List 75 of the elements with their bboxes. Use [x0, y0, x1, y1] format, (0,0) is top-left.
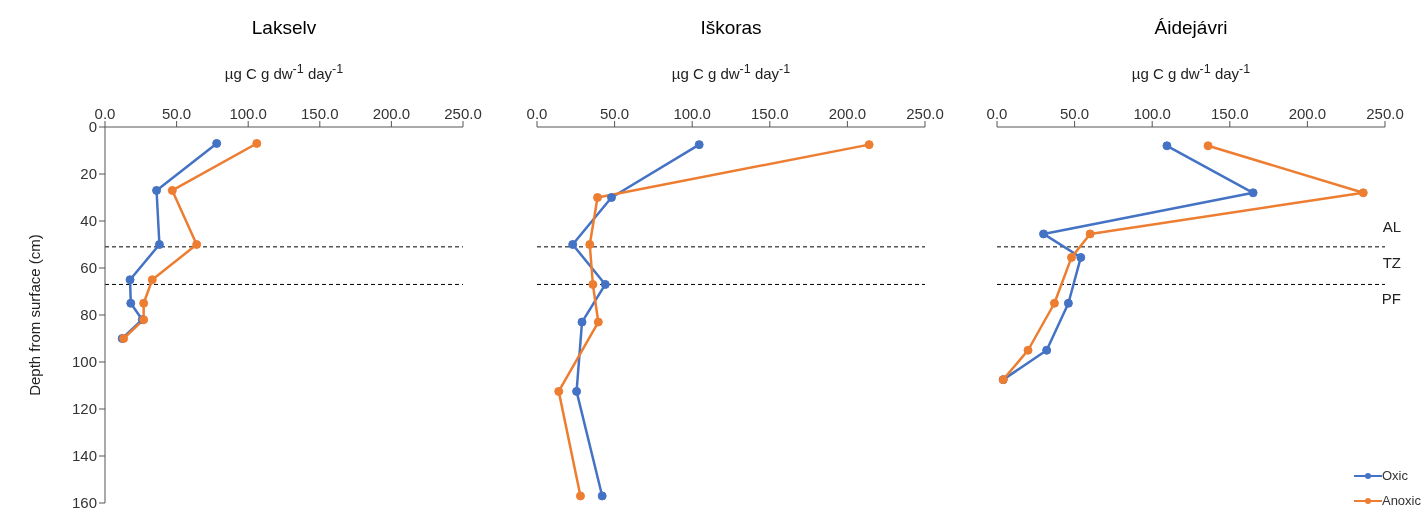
- y-tick-label: 60: [80, 259, 97, 277]
- point: [167, 185, 177, 195]
- point: [575, 491, 585, 501]
- point: [597, 491, 607, 501]
- point: [585, 240, 595, 249]
- x-tick-label: 50.0: [1060, 105, 1090, 122]
- point: [593, 317, 603, 327]
- x-tick-label: 100.0: [673, 105, 711, 122]
- point: [147, 275, 157, 285]
- x-tick-label: 0.0: [526, 105, 548, 122]
- y-tick-label: 140: [71, 447, 97, 465]
- y-tick-label: 120: [71, 400, 97, 418]
- point: [600, 279, 610, 289]
- point: [1049, 298, 1059, 308]
- y-tick-label: 0: [88, 118, 97, 136]
- y-tick-label: 160: [71, 494, 97, 512]
- point: [607, 193, 616, 202]
- x-axis-title: µg C g dw$^{-1}$ day$^{-1}$: [223, 62, 345, 82]
- x-tick-label: 200.0: [828, 105, 867, 122]
- x-axis-title: µg C g dw$^{-1}$ day$^{-1}$: [1130, 62, 1252, 82]
- y-tick-label: 80: [80, 306, 97, 324]
- point: [1162, 141, 1172, 151]
- x-tick-label: 50.0: [162, 105, 192, 122]
- x-tick-label: 100.0: [229, 105, 267, 122]
- x-tick-label: 50.0: [600, 105, 630, 122]
- x-tick-label: 250.0: [444, 105, 482, 122]
- point: [139, 298, 149, 308]
- point: [1076, 252, 1086, 262]
- point: [577, 317, 587, 327]
- point: [1063, 298, 1073, 308]
- point: [1085, 229, 1095, 239]
- x-tick-label: 100.0: [1133, 105, 1171, 122]
- point: [694, 140, 704, 150]
- point: [154, 240, 164, 249]
- point: [1067, 252, 1076, 262]
- point: [125, 275, 135, 285]
- point: [126, 298, 136, 308]
- x-tick-label: 0.0: [94, 105, 116, 122]
- legend-label: Oxic: [1381, 468, 1408, 483]
- point: [152, 185, 162, 195]
- annotation: TZ: [1382, 254, 1401, 271]
- point: [1358, 188, 1368, 198]
- x-tick-label: 150.0: [301, 105, 339, 122]
- y-tick-label: 20: [80, 165, 97, 183]
- point: [1042, 345, 1052, 355]
- point: [554, 386, 564, 396]
- chart-title: Áidejávri: [1153, 17, 1229, 39]
- x-tick-label: 150.0: [751, 105, 789, 122]
- point: [1248, 188, 1258, 198]
- point: [252, 138, 262, 148]
- point: [588, 279, 598, 289]
- x-tick-label: 250.0: [906, 105, 944, 122]
- point: [1023, 345, 1033, 355]
- point: [1039, 229, 1049, 239]
- x-tick-label: 200.0: [1288, 105, 1327, 122]
- point: [212, 138, 222, 148]
- point: [572, 386, 582, 396]
- chart-title: Lakselv: [250, 17, 318, 39]
- point: [1203, 141, 1213, 151]
- point: [192, 240, 202, 249]
- x-tick-label: 200.0: [372, 105, 411, 122]
- annotation: PF: [1381, 290, 1401, 307]
- y-tick-label: 100: [71, 353, 97, 371]
- y-tick-label: 40: [80, 212, 97, 230]
- point: [864, 140, 874, 150]
- x-tick-label: 250.0: [1366, 105, 1404, 122]
- legend-label: Anoxic: [1381, 493, 1421, 508]
- x-axis-title: µg C g dw$^{-1}$ day$^{-1}$: [670, 62, 792, 82]
- point: [568, 240, 578, 249]
- annotation: AL: [1382, 218, 1401, 235]
- chart-title: Iškoras: [699, 17, 763, 39]
- point: [593, 193, 603, 202]
- x-tick-label: 150.0: [1211, 105, 1249, 122]
- y-axis-title: Depth from surface (cm): [26, 234, 44, 396]
- x-tick-label: 0.0: [986, 105, 1008, 122]
